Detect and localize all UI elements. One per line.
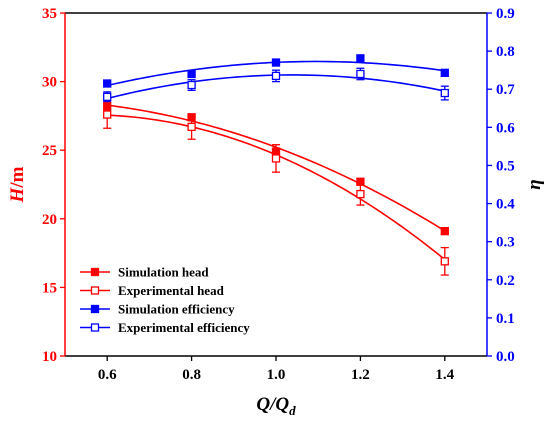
legend-label: Experimental efficiency xyxy=(118,320,250,335)
right-y-tick-label: 0.5 xyxy=(496,158,515,174)
left-y-tick-label: 30 xyxy=(42,75,57,91)
left-y-axis-title-main: H xyxy=(7,186,28,203)
marker-experimental-head xyxy=(271,154,281,163)
data-markers xyxy=(103,54,449,266)
x-axis-title-subscript: d xyxy=(289,403,296,418)
marker-experimental-head xyxy=(356,189,365,199)
left-y-tick-label: 20 xyxy=(42,212,57,228)
legend-item-simulation-head: Simulation head xyxy=(80,265,209,280)
legend-item-experimental-efficiency: Experimental efficiency xyxy=(80,320,250,335)
left-y-tick-label: 10 xyxy=(42,349,57,365)
marker-simulation-head xyxy=(187,113,196,122)
marker-simulation-efficiency xyxy=(103,79,112,88)
right-y-axis-title: η xyxy=(524,179,545,189)
marker-simulation-efficiency xyxy=(187,69,196,79)
left-y-axis-title: H/m xyxy=(7,166,28,203)
x-tick-label: 0.8 xyxy=(182,367,201,383)
x-tick-label: 0.6 xyxy=(98,367,117,383)
x-tick-label: 1.0 xyxy=(267,367,286,383)
marker-simulation-head xyxy=(103,102,112,111)
left-y-tick-label: 35 xyxy=(42,6,57,22)
marker-experimental-head xyxy=(440,257,449,266)
legend-item-experimental-head: Experimental head xyxy=(80,283,225,298)
legend: Simulation head Experimental head Simulati… xyxy=(80,265,250,335)
left-y-tick-label: 25 xyxy=(42,143,57,159)
marker-simulation-head xyxy=(440,226,449,236)
axes: 0.6 0.8 1.0 1.2 1.4 10 15 20 25 30 35 0.0 0.1 0.2 0.3 0… xyxy=(42,6,515,383)
legend-label: Simulation efficiency xyxy=(118,302,235,317)
left-y-tick-label: 15 xyxy=(42,280,57,296)
left-y-axis-title-unit: /m xyxy=(7,166,28,188)
right-y-tick-label: 0.8 xyxy=(496,44,515,60)
right-y-tick-label: 0.6 xyxy=(496,120,515,136)
marker-experimental-efficiency xyxy=(440,88,449,98)
marker-experimental-efficiency xyxy=(356,69,365,79)
x-tick-label: 1.4 xyxy=(435,367,454,383)
legend-item-simulation-efficiency: Simulation efficiency xyxy=(80,302,235,317)
legend-marker xyxy=(90,286,100,295)
marker-simulation-efficiency xyxy=(440,68,449,77)
right-y-tick-label: 0.9 xyxy=(496,6,515,22)
x-tick-label: 1.2 xyxy=(351,367,370,383)
legend-marker xyxy=(90,267,100,277)
right-y-tick-label: 0.0 xyxy=(496,349,515,365)
marker-experimental-efficiency xyxy=(103,92,112,101)
marker-simulation-efficiency xyxy=(271,58,281,67)
legend-marker xyxy=(90,323,100,332)
marker-experimental-head xyxy=(187,122,196,132)
marker-experimental-efficiency xyxy=(187,80,196,90)
marker-simulation-head xyxy=(356,177,365,186)
legend-marker xyxy=(90,304,100,314)
right-y-tick-label: 0.1 xyxy=(496,311,515,327)
marker-experimental-head xyxy=(103,110,112,119)
right-y-tick-label: 0.4 xyxy=(496,197,515,213)
marker-simulation-efficiency xyxy=(356,54,365,63)
right-y-tick-label: 0.3 xyxy=(496,235,515,251)
right-y-tick-label: 0.2 xyxy=(496,273,515,289)
right-y-tick-label: 0.7 xyxy=(496,82,515,98)
marker-simulation-head xyxy=(271,147,281,156)
x-axis-title-main: Q/Q xyxy=(256,394,289,415)
legend-label: Experimental head xyxy=(118,283,225,298)
marker-experimental-efficiency xyxy=(271,71,281,81)
legend-label: Simulation head xyxy=(118,265,209,280)
x-axis-title: Q/Qd xyxy=(256,394,296,418)
axis-titles: Q/Qd H/m η xyxy=(7,166,545,418)
